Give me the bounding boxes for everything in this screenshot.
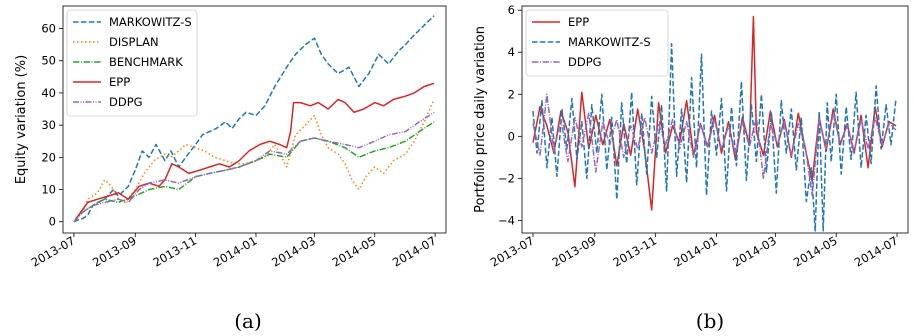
legend-label: MARKOWITZ-S <box>568 35 651 49</box>
x-tick-label: 2013-11 <box>611 233 660 269</box>
legend-label: EPP <box>109 75 130 89</box>
x-tick-label: 2014-05 <box>330 233 379 269</box>
series-line-ddpg <box>73 111 435 223</box>
x-tick-label: 2013-09 <box>90 233 139 269</box>
y-tick-label: 2 <box>508 87 515 101</box>
legend-label: DDPG <box>109 95 143 109</box>
series-line-displan <box>73 99 435 223</box>
y-tick-label: 50 <box>41 54 56 68</box>
y-axis-label: Equity variation (%) <box>14 55 29 184</box>
axes-frame <box>521 5 909 234</box>
x-tick-label: 2014-01 <box>211 233 260 269</box>
x-tick-label: 2013-11 <box>150 233 199 269</box>
y-tick-label: 30 <box>41 118 56 132</box>
y-tick-label: 20 <box>41 150 56 164</box>
legend-label: EPP <box>568 15 589 29</box>
axes-frame <box>62 5 447 234</box>
x-tick-label: 2014-03 <box>730 233 779 269</box>
x-tick-label: 2013-07 <box>29 233 78 269</box>
x-tick-label: 2014-05 <box>791 233 840 269</box>
x-tick-label: 2014-03 <box>269 233 318 269</box>
legend-box <box>525 9 669 77</box>
y-tick-label: −4 <box>498 213 515 227</box>
legend-label: DISPLAN <box>109 35 159 49</box>
panel-caption: (b) <box>696 309 724 333</box>
legend: EPP MARKOWITZ-S DDPG <box>525 9 669 77</box>
y-tick-label: 0 <box>49 215 56 229</box>
equity-variation-panel: 0 10 20 30 40 50 60 2013-07 2013-09 2013-11 2014-0… <box>14 5 447 333</box>
legend-label: BENCHMARK <box>109 55 183 69</box>
y-tick-label: 0 <box>508 129 515 143</box>
series-lines <box>532 15 897 232</box>
series-line-markowitz-s <box>73 15 435 223</box>
y-tick-label: −2 <box>498 171 515 185</box>
y-tick-label: 6 <box>508 3 515 17</box>
y-tick-label: 4 <box>508 45 515 59</box>
panel-caption: (a) <box>234 309 262 333</box>
x-tick-label: 2014-07 <box>390 233 439 269</box>
y-tick-label: 40 <box>41 86 56 100</box>
legend-box <box>66 9 198 117</box>
legend-label: MARKOWITZ-S <box>109 15 192 29</box>
x-tick-label: 2013-07 <box>488 233 537 269</box>
series-lines <box>73 15 435 223</box>
series-line-ddpg <box>532 93 897 196</box>
x-tick-label: 2013-09 <box>550 233 599 269</box>
x-tick-label: 2014-01 <box>671 233 720 269</box>
legend: MARKOWITZ-S DISPLAN BENCHMARK EPP DDPG <box>66 9 198 117</box>
y-tick-label: 10 <box>41 183 56 197</box>
y-tick-label: 60 <box>41 22 56 36</box>
series-line-epp <box>73 82 435 223</box>
legend-label: DDPG <box>568 55 602 69</box>
x-tick-label: 2014-07 <box>852 233 901 269</box>
daily-variation-panel: −4 −2 0 2 4 6 2013-07 2013-09 2013-11 2014-01 2014… <box>473 3 909 333</box>
series-line-benchmark <box>73 121 435 223</box>
y-axis-label: Portfolio price daily variation <box>473 26 488 213</box>
